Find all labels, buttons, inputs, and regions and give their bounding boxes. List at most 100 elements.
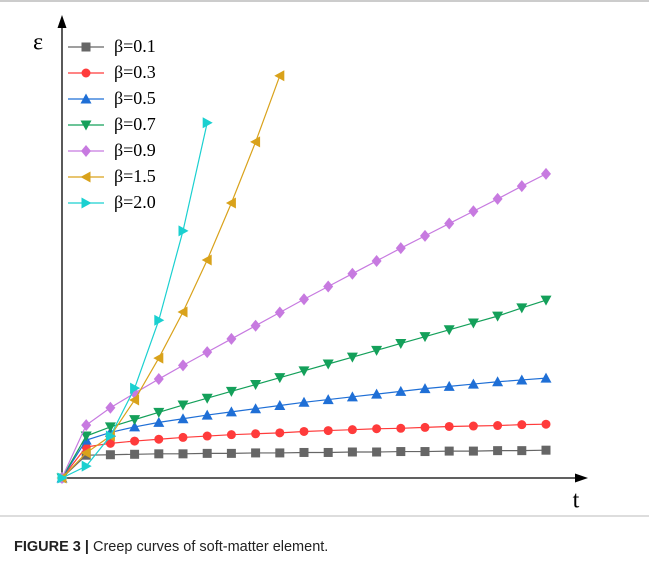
data-point: [299, 426, 309, 436]
data-point: [493, 446, 503, 456]
data-point: [516, 303, 528, 314]
data-point: [541, 419, 551, 429]
data-point: [443, 380, 455, 391]
data-point: [517, 446, 527, 456]
data-point: [323, 426, 333, 436]
data-point: [420, 229, 430, 242]
data-point: [299, 293, 309, 306]
data-point: [299, 447, 309, 457]
legend-label: β=0.1: [114, 36, 156, 56]
data-point: [251, 429, 261, 439]
data-point: [492, 376, 504, 387]
legend-label: β=0.3: [114, 62, 156, 82]
data-point: [226, 448, 236, 458]
data-point: [129, 394, 140, 406]
data-point: [177, 400, 189, 411]
data-point: [371, 254, 382, 267]
data-point: [201, 393, 213, 404]
data-point: [395, 338, 407, 349]
data-point: [420, 447, 430, 457]
caption-label: FIGURE 3 |: [14, 539, 89, 555]
data-point: [130, 449, 140, 459]
data-point: [202, 431, 212, 441]
data-point: [396, 447, 406, 457]
x-axis-arrow: [575, 473, 588, 483]
caption: FIGURE 3 | Creep curves of soft-matter e…: [14, 539, 328, 555]
data-point: [347, 267, 358, 280]
data-point: [250, 403, 262, 414]
data-point: [347, 425, 357, 435]
data-point: [80, 447, 91, 459]
data-point: [371, 388, 383, 399]
legend-label: β=0.7: [114, 114, 156, 134]
data-point: [225, 406, 237, 417]
data-point: [130, 382, 141, 394]
data-point: [177, 413, 189, 424]
legend-label: β=0.9: [114, 140, 156, 160]
series-line: [61, 75, 281, 479]
data-point: [540, 372, 552, 383]
data-point: [323, 280, 334, 293]
y-axis-label: ε: [33, 30, 43, 56]
legend-label: β=2.0: [114, 192, 156, 212]
data-point: [129, 415, 141, 426]
data-point: [275, 448, 285, 458]
data-point: [154, 314, 165, 326]
legend-marker: [81, 197, 92, 209]
data-point: [492, 311, 504, 322]
legend-label: β=0.5: [114, 88, 156, 108]
data-point: [541, 167, 551, 180]
data-point: [80, 431, 92, 442]
data-point: [154, 434, 164, 444]
data-point: [81, 460, 92, 472]
data-point: [444, 446, 454, 456]
data-point: [226, 332, 237, 345]
data-point: [298, 366, 310, 377]
data-point: [153, 373, 164, 386]
data-point: [105, 430, 116, 442]
legend-marker: [80, 171, 91, 183]
data-point: [274, 70, 285, 82]
legend-marker: [81, 68, 91, 78]
data-point: [250, 136, 261, 148]
data-point: [346, 352, 358, 363]
data-point: [516, 374, 528, 385]
data-point: [226, 430, 236, 440]
data-point: [444, 421, 454, 431]
data-point: [541, 445, 551, 455]
data-point: [347, 447, 357, 457]
data-point: [298, 396, 310, 407]
data-point: [105, 450, 115, 460]
data-point: [201, 254, 212, 266]
caption-text: Creep curves of soft-matter element.: [93, 539, 329, 555]
data-point: [372, 447, 382, 457]
data-point: [178, 432, 188, 442]
data-point: [420, 422, 430, 432]
data-point: [105, 438, 115, 448]
data-point: [105, 401, 116, 414]
data-point: [202, 448, 212, 458]
data-point: [154, 449, 164, 459]
data-point: [178, 225, 189, 237]
data-point: [153, 407, 165, 418]
data-point: [517, 420, 527, 430]
data-point: [468, 205, 479, 218]
chart: ε t β=0.1 β=0.3 β=0.5 β=0.7 β=0.9 β=1.5 β=2.0: [0, 0, 649, 517]
data-point: [468, 421, 478, 431]
data-point: [467, 378, 479, 389]
data-point: [225, 197, 236, 209]
data-point: [274, 399, 286, 410]
data-point: [492, 192, 503, 205]
data-point: [250, 380, 262, 391]
data-point: [323, 447, 333, 457]
data-point: [130, 436, 140, 446]
data-point: [274, 306, 285, 319]
data-point: [225, 386, 237, 397]
data-point: [396, 423, 406, 433]
legend-marker: [80, 120, 92, 131]
data-point: [395, 385, 407, 396]
data-point: [468, 446, 478, 456]
data-point: [516, 180, 527, 193]
data-point: [104, 422, 116, 433]
